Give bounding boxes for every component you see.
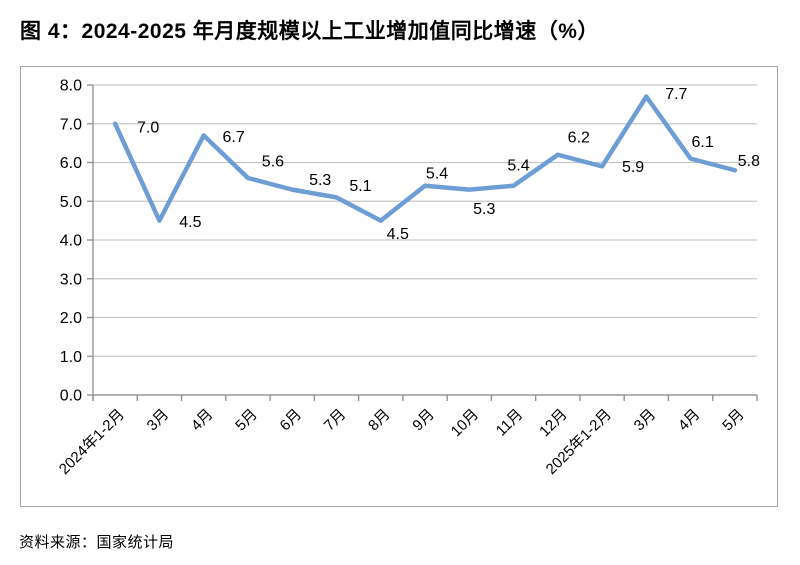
data-label: 5.4 bbox=[426, 165, 448, 182]
data-label: 4.5 bbox=[179, 214, 201, 231]
source-note: 资料来源：国家统计局 bbox=[19, 534, 175, 551]
x-axis-label: 5月 bbox=[232, 406, 261, 435]
data-label: 6.1 bbox=[691, 134, 713, 151]
x-axis-label: 7月 bbox=[321, 406, 350, 435]
y-axis-label: 5.0 bbox=[60, 194, 82, 211]
data-label: 5.3 bbox=[473, 201, 495, 218]
x-axis-label: 4月 bbox=[188, 406, 217, 435]
x-axis-label: 10月 bbox=[448, 406, 482, 440]
x-axis-label: 3月 bbox=[144, 406, 173, 435]
data-label: 5.1 bbox=[349, 178, 371, 195]
data-label: 7.0 bbox=[137, 119, 159, 136]
y-axis-label: 7.0 bbox=[60, 116, 82, 133]
y-axis-label: 6.0 bbox=[60, 155, 82, 172]
data-label: 5.6 bbox=[262, 154, 284, 171]
y-axis-label: 2.0 bbox=[60, 310, 82, 327]
x-axis-label: 3月 bbox=[631, 406, 660, 435]
data-label: 7.7 bbox=[665, 86, 687, 103]
data-label: 5.9 bbox=[622, 159, 644, 176]
x-axis-label: 9月 bbox=[409, 406, 438, 435]
data-label: 6.2 bbox=[568, 129, 590, 146]
data-label: 5.4 bbox=[507, 157, 529, 174]
x-axis-label: 2024年1-2月 bbox=[56, 406, 128, 478]
x-axis-label: 6月 bbox=[277, 406, 306, 435]
y-axis-label: 4.0 bbox=[60, 233, 82, 250]
x-axis-label: 12月 bbox=[536, 406, 570, 440]
series-line bbox=[112, 94, 738, 223]
line-chart-svg: 0.0 1.0 2.0 3.0 4.0 5.0 6.0 7.0 8.0 2024年1-2月 3月 4月… bbox=[56, 78, 760, 478]
data-label: 4.5 bbox=[387, 226, 409, 243]
figure-title: 图 4：2024-2025 年月度规模以上工业增加值同比增速（%） bbox=[20, 20, 599, 43]
data-label: 5.8 bbox=[738, 153, 760, 170]
data-label: 5.3 bbox=[309, 172, 331, 189]
x-axis-label: 8月 bbox=[365, 406, 394, 435]
chart-container: 0.0 1.0 2.0 3.0 4.0 5.0 6.0 7.0 8.0 2024年1-2月 3月 4月… bbox=[20, 66, 778, 507]
y-axis-label: 0.0 bbox=[60, 388, 82, 405]
y-axis-label: 8.0 bbox=[60, 78, 82, 95]
x-axis-label: 11月 bbox=[493, 406, 527, 440]
y-axis-label: 1.0 bbox=[60, 349, 82, 366]
y-axis-label: 3.0 bbox=[60, 271, 82, 288]
x-axis-label: 5月 bbox=[719, 406, 748, 435]
x-axis-label: 4月 bbox=[675, 406, 704, 435]
data-label: 6.7 bbox=[223, 129, 245, 146]
